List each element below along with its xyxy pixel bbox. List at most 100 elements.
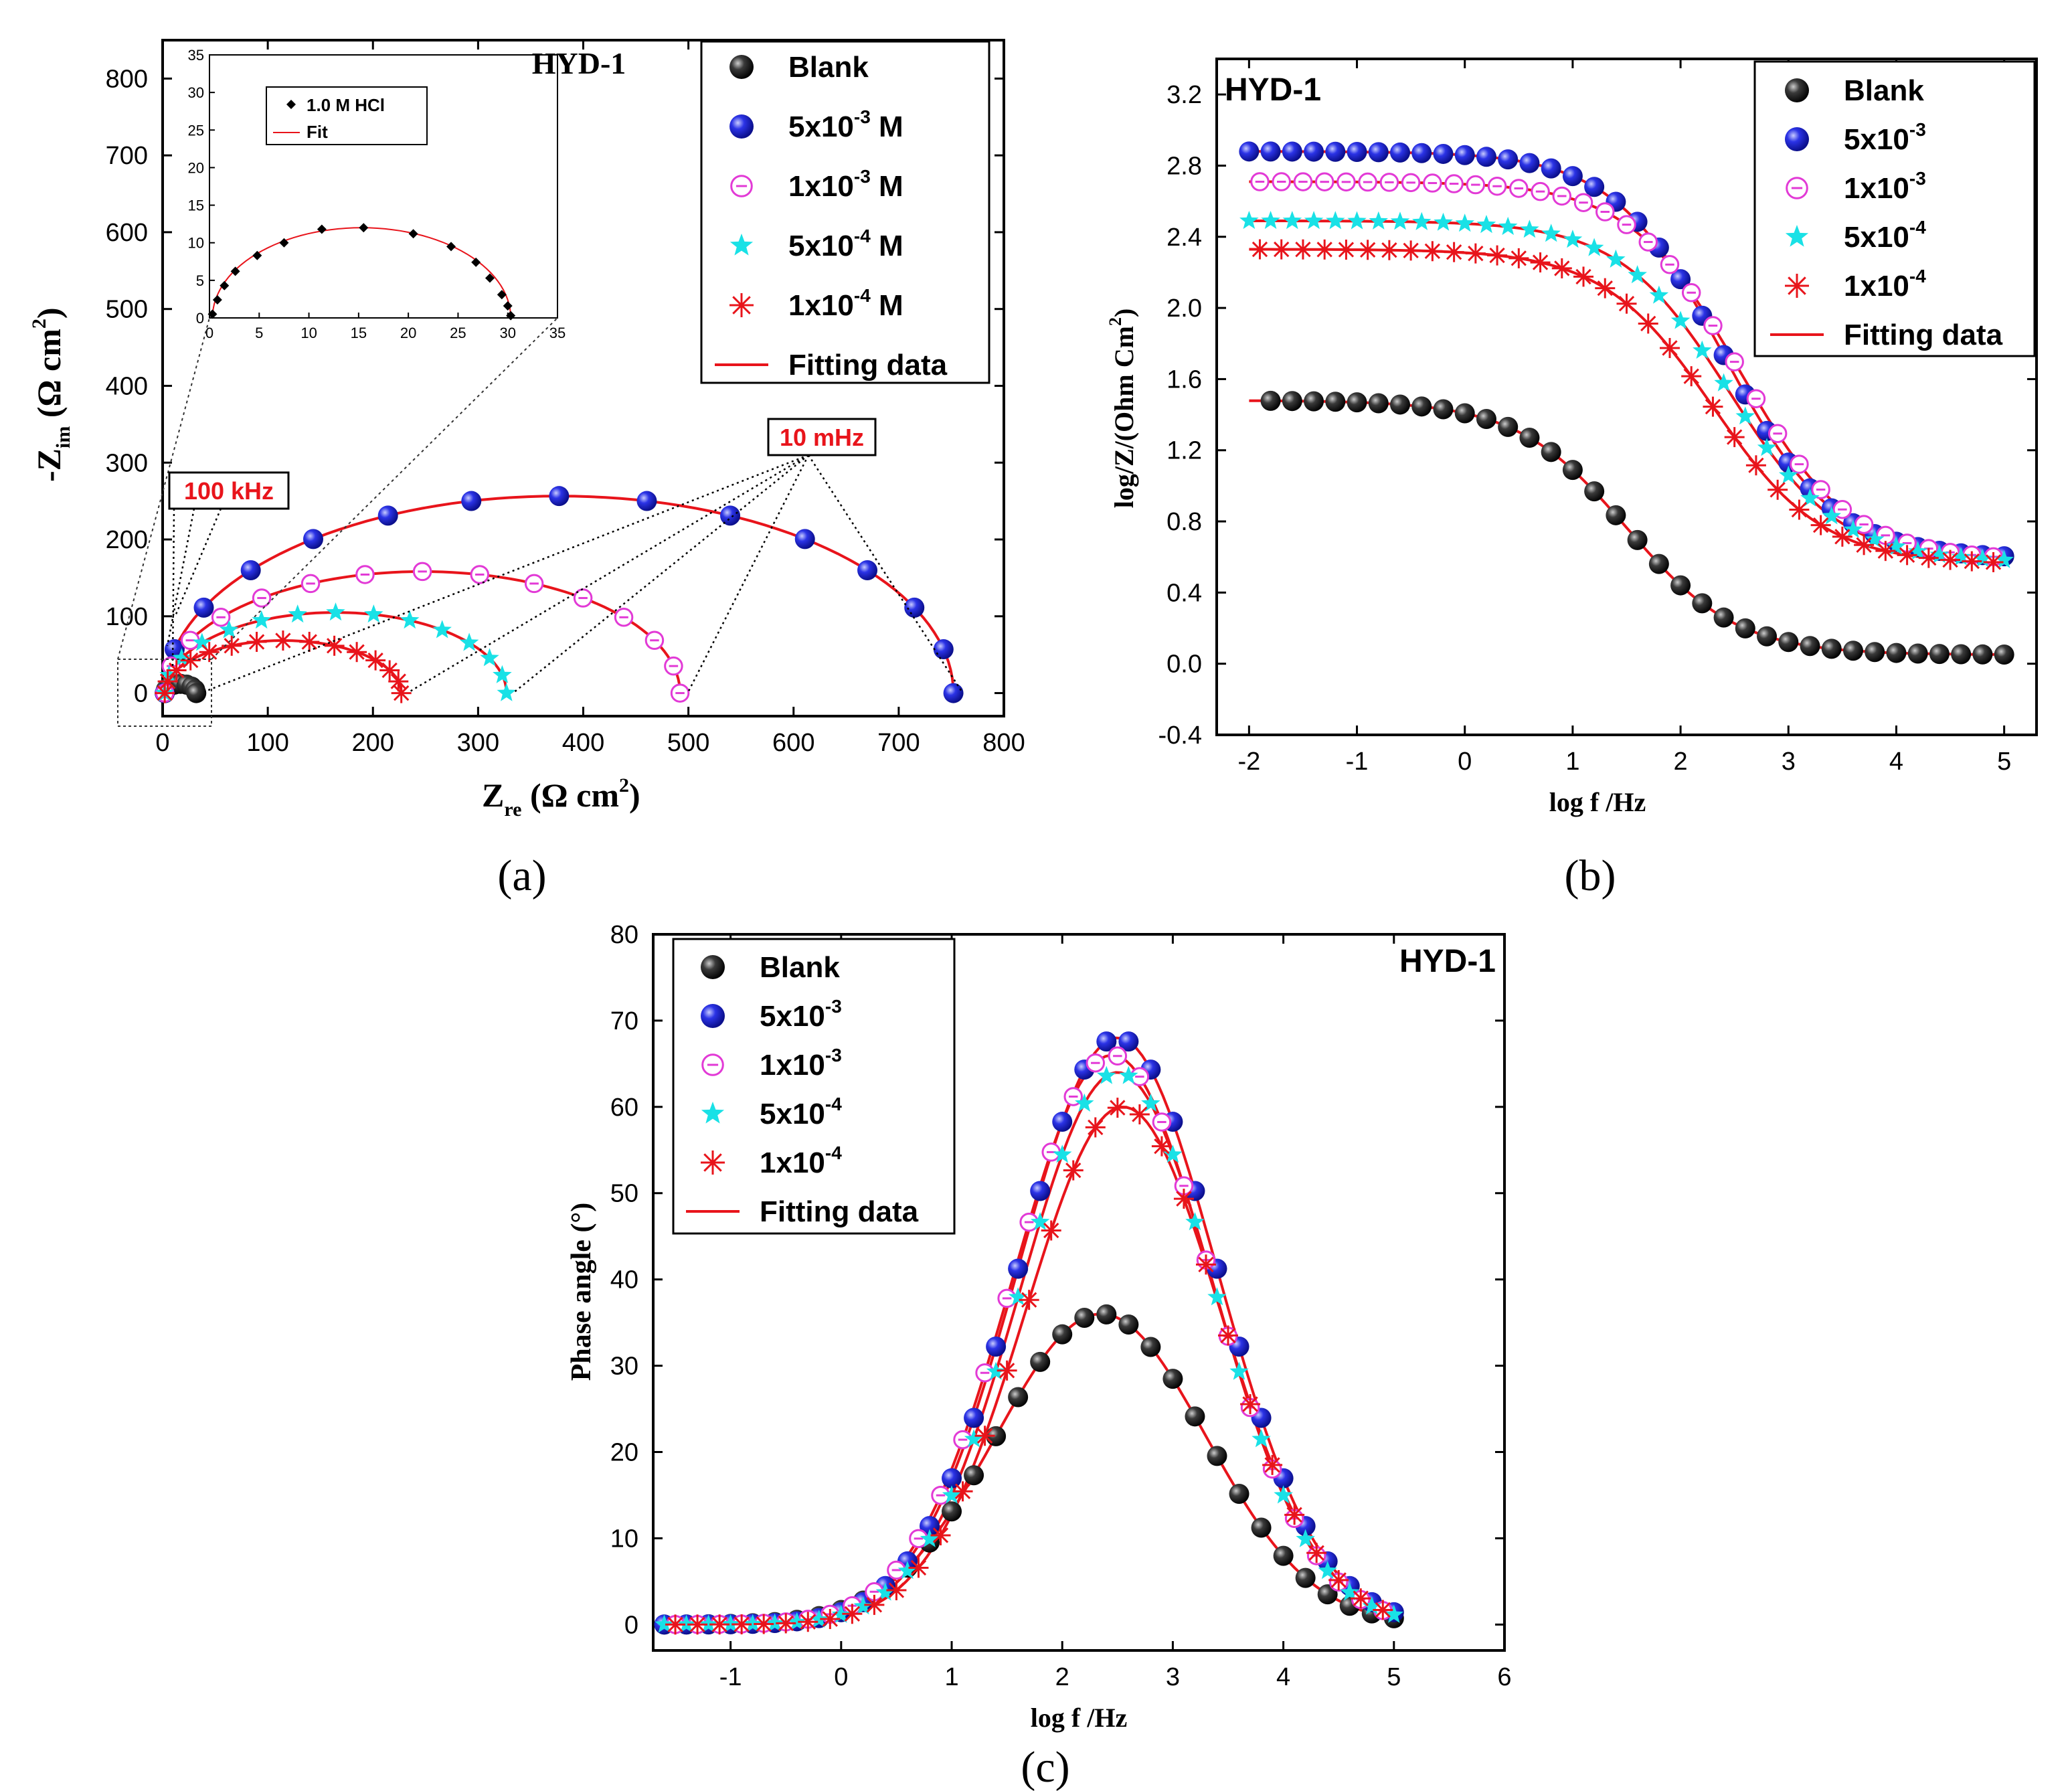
data-point: [1357, 240, 1378, 260]
data-point: [765, 1613, 784, 1632]
data-point: [1041, 1220, 1061, 1241]
data-point: [1929, 644, 1950, 665]
data-point: [459, 632, 479, 651]
panel-c-ytick-label: 80: [610, 921, 638, 949]
inset-data-point: [230, 266, 240, 276]
panel-c-xtick-label: 4: [1276, 1663, 1290, 1691]
data-point: [1983, 551, 2004, 572]
data-point: [1096, 1304, 1117, 1325]
data-point: [166, 660, 187, 681]
data-point: [1260, 390, 1281, 411]
legend-label: 5x10-4 M: [788, 226, 903, 262]
data-point: [412, 562, 432, 582]
data-point: [1886, 643, 1907, 663]
panel-a-xtick-label: 100: [246, 729, 288, 757]
data-point: [1304, 211, 1324, 230]
data-point: [1282, 211, 1302, 230]
data-point: [1670, 269, 1691, 290]
panel-a-xtick-label: 500: [667, 729, 709, 757]
data-point: [1810, 515, 1831, 535]
data-point: [288, 604, 307, 623]
data-point: [931, 1485, 950, 1505]
data-point: [1520, 220, 1539, 238]
data-point: [1929, 545, 1950, 564]
high-freq-leader: [166, 508, 195, 647]
data-point: [1328, 1569, 1349, 1590]
panel-c-ytick-label: 60: [610, 1094, 638, 1122]
legend-label: 1x10-4 M: [788, 285, 903, 322]
inset-data-point: [279, 238, 289, 248]
data-point: [1476, 147, 1496, 167]
data-point: [1250, 172, 1270, 191]
data-point: [1390, 394, 1411, 415]
data-point: [1368, 142, 1389, 163]
inset-data-point: [317, 224, 327, 234]
data-point: [1649, 285, 1669, 304]
data-point: [1401, 173, 1421, 193]
data-point: [1660, 255, 1680, 274]
data-point: [493, 665, 512, 683]
data-point: [1940, 549, 1961, 570]
data-point: [942, 1468, 962, 1488]
data-point: [1724, 427, 1745, 448]
inset-ytick-label: 30: [188, 84, 204, 101]
data-point: [1292, 239, 1313, 260]
data-point: [677, 1614, 696, 1633]
data-point: [1519, 428, 1540, 448]
inset-legend-marker: [286, 100, 296, 109]
data-point: [964, 1465, 984, 1486]
data-point: [1822, 506, 1841, 525]
data-point: [480, 648, 499, 667]
data-point: [1509, 179, 1529, 198]
inset-data-point: [497, 290, 507, 300]
data-point: [776, 1613, 796, 1634]
data-point: [1351, 1588, 1371, 1609]
data-point: [842, 1604, 863, 1624]
data-point: [1358, 172, 1377, 192]
panel-c-xtick-label: 3: [1166, 1663, 1180, 1691]
data-point: [1779, 465, 1798, 484]
data-point: [1714, 373, 1733, 392]
high-freq-leader: [171, 508, 175, 670]
panel-c-legend-box: [672, 938, 956, 1235]
data-point: [1703, 316, 1723, 335]
data-point: [300, 574, 321, 594]
data-point: [1008, 1287, 1028, 1306]
panel-c-ytick-label: 30: [610, 1353, 638, 1381]
fit-curve: [163, 495, 955, 693]
data-point: [1908, 541, 1927, 560]
data-point: [1606, 249, 1626, 268]
data-point: [240, 560, 261, 581]
data-point: [1130, 1067, 1150, 1086]
data-point: [326, 602, 345, 621]
data-point: [933, 639, 954, 660]
data-point: [699, 1614, 718, 1633]
panel-c-data-points: [654, 1031, 1404, 1635]
inset-ytick-label: 15: [188, 197, 204, 214]
inset-data-point: [359, 223, 369, 233]
panel-b-ytick-label: 0.8: [1167, 508, 1202, 536]
data-point: [820, 1609, 841, 1630]
panel-a-fit-curves: [163, 495, 955, 693]
data-point: [1972, 644, 1993, 665]
data-point: [1757, 438, 1777, 456]
panel-c-xtick-label: -1: [719, 1663, 742, 1691]
data-point: [1162, 1369, 1183, 1389]
legend-marker: [701, 1102, 725, 1124]
data-point: [1865, 642, 1885, 663]
data-point: [1616, 293, 1637, 314]
data-point: [1573, 193, 1593, 212]
data-point: [246, 632, 267, 653]
panel-a-ylabel: -Zim (Ω cm2): [28, 307, 74, 482]
panel-c-title: HYD-1: [1399, 944, 1496, 979]
data-point: [1086, 1053, 1106, 1073]
data-point: [721, 1614, 740, 1633]
inset-data-point: [446, 242, 456, 252]
panel-c-xlabel: log f /Hz: [1031, 1703, 1127, 1733]
data-point: [1433, 399, 1454, 420]
data-point: [1195, 1254, 1216, 1275]
data-point: [1994, 644, 2014, 665]
data-point: [1951, 547, 1971, 566]
data-point: [986, 1336, 1007, 1357]
